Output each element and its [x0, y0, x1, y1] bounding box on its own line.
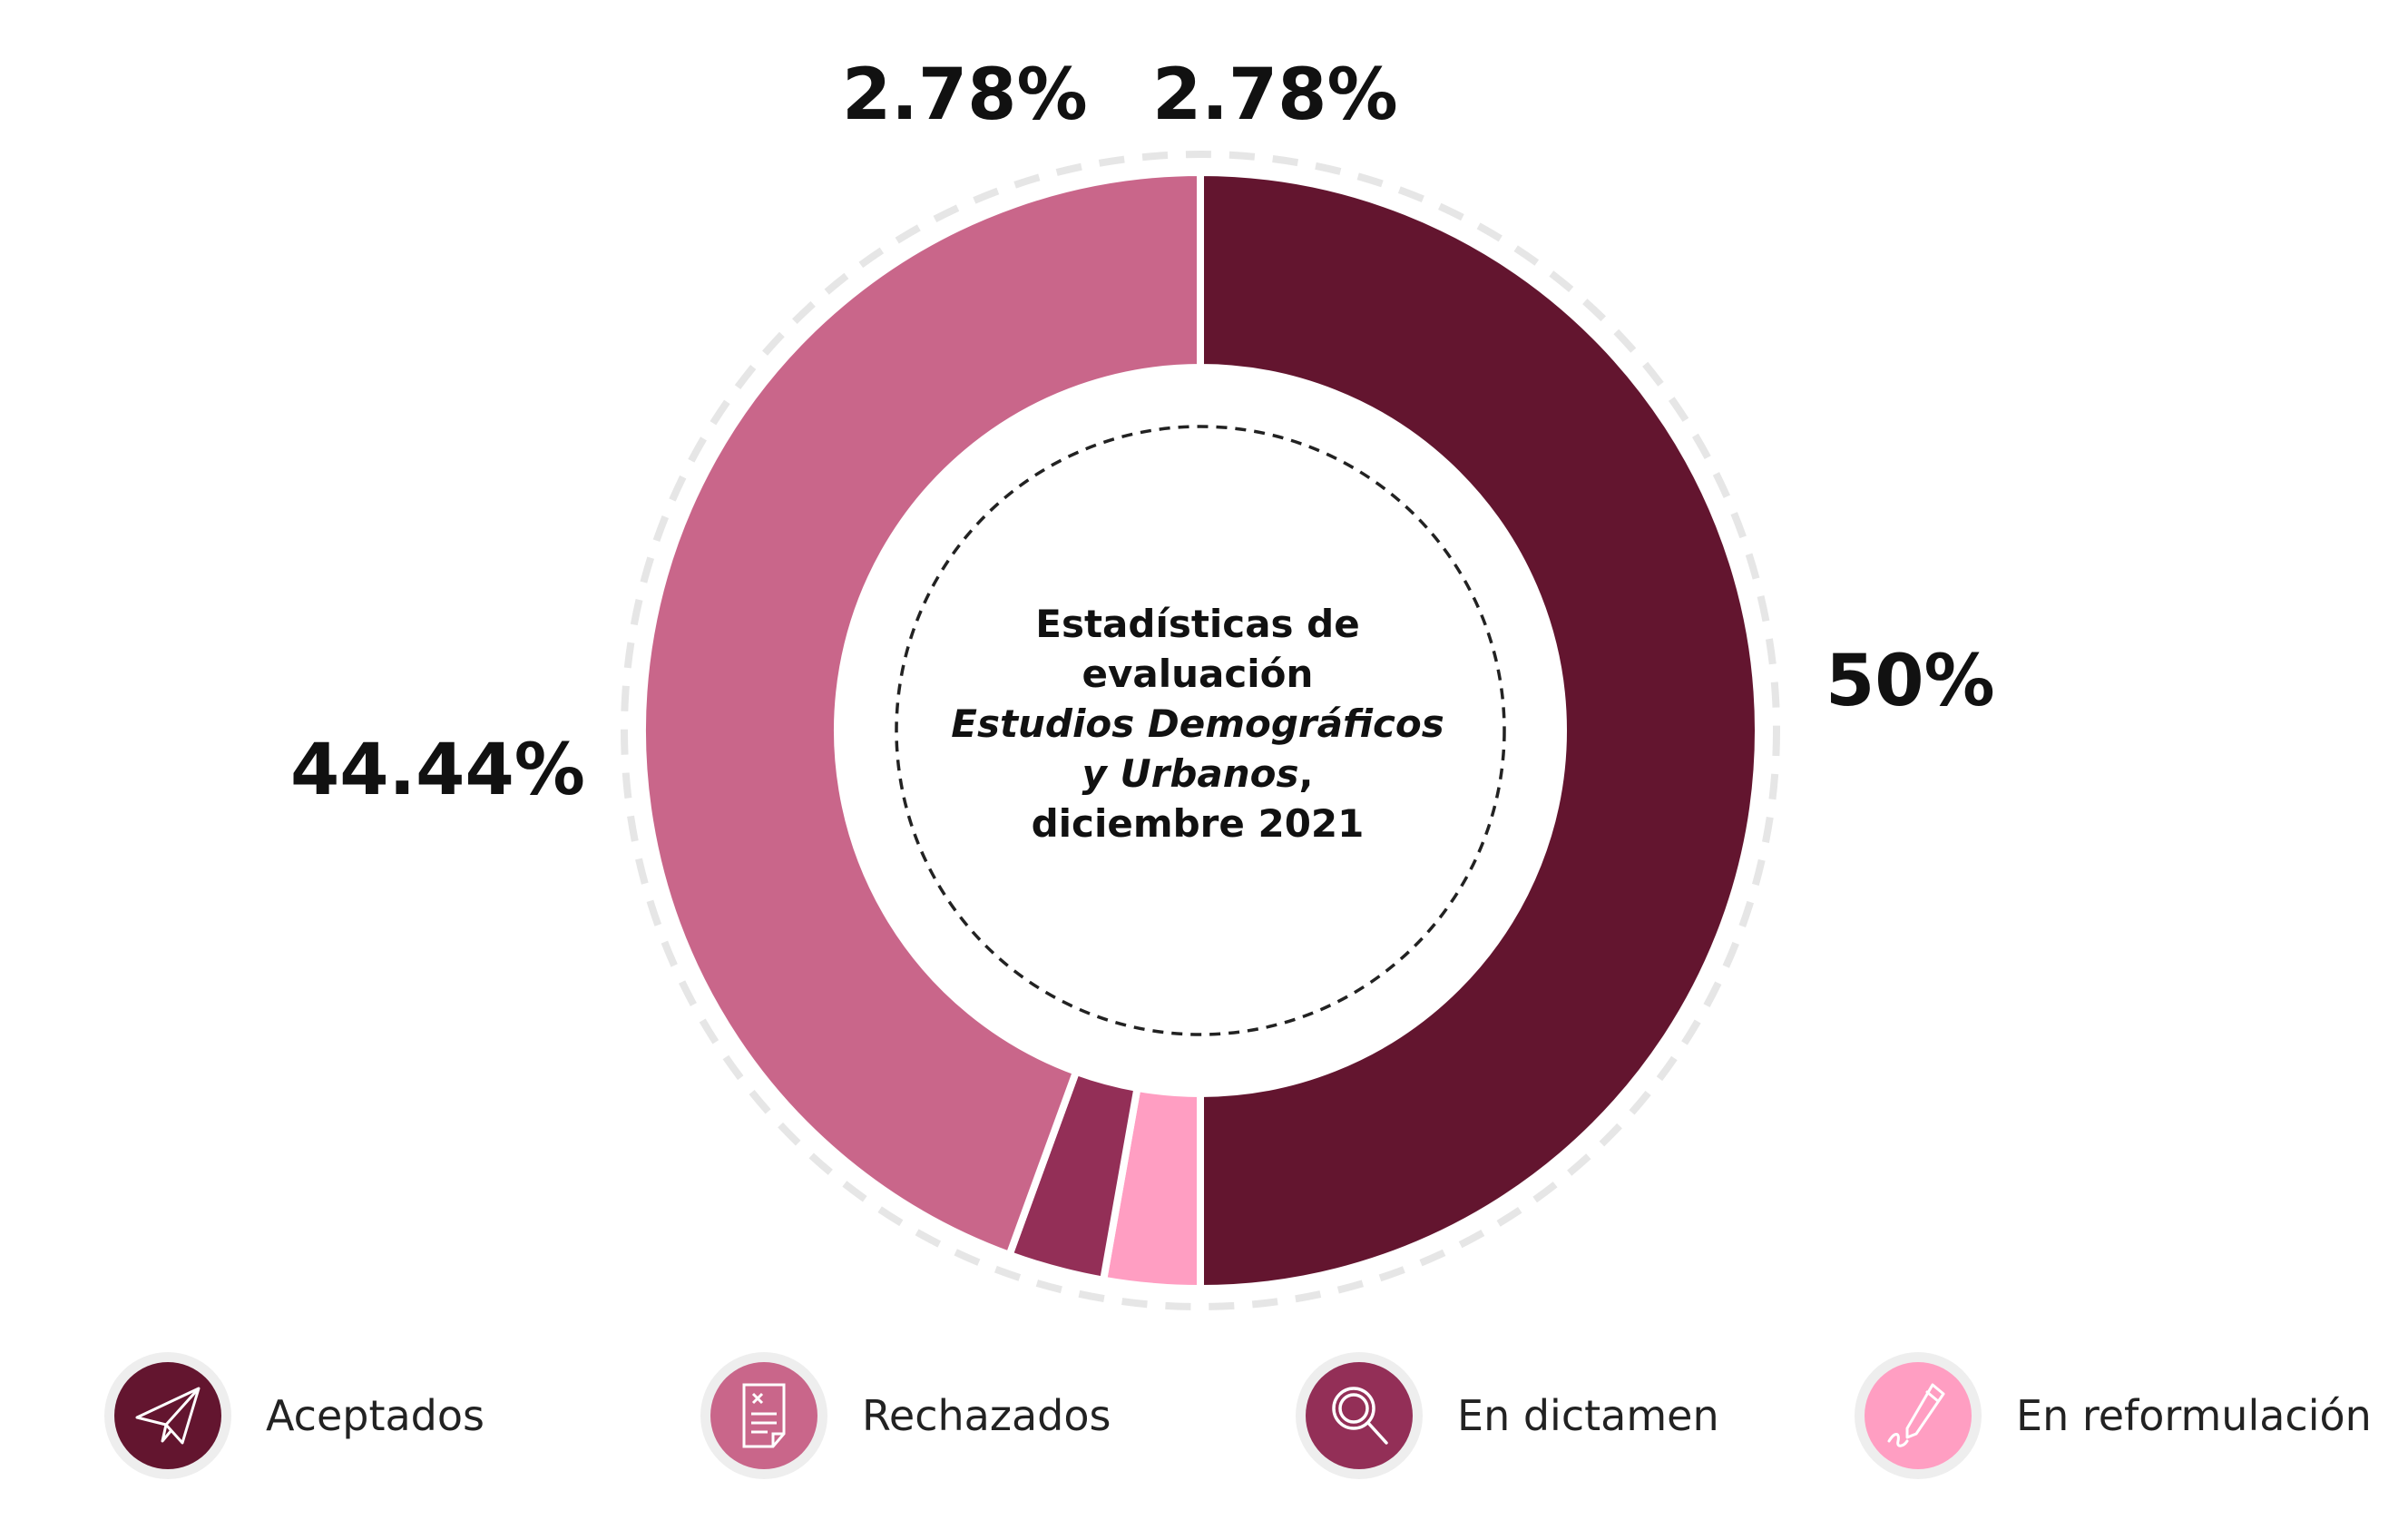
legend-label-aceptados: Aceptados [266, 1391, 485, 1440]
data-label-en-dictamen: 2.78% [842, 54, 1088, 136]
legend-icon-ring [1855, 1352, 1982, 1479]
data-label-rechazados: 44.44% [290, 730, 585, 811]
inner-dashed-ring [895, 425, 1506, 1036]
legend-item-aceptados: Aceptados [104, 1348, 485, 1484]
legend-label-en-reformulacion: En reformulación [2016, 1391, 2372, 1440]
center-title-line4-rest: , [1298, 751, 1314, 796]
center-title-line4-em: y Urbanos [1082, 751, 1299, 796]
legend-icon-ring [104, 1352, 231, 1479]
pen-sign-icon [1865, 1362, 1972, 1469]
data-label-en-reformulacion: 2.78% [1152, 54, 1398, 136]
legend-item-en-dictamen: En dictamen [1296, 1348, 1719, 1484]
chart-center-title: Estadísticas de evaluación Estudios Demo… [907, 599, 1488, 848]
slice-aceptados [1197, 168, 1762, 1293]
center-title-line1: Estadísticas de [1035, 602, 1360, 646]
paper-plane-icon [114, 1362, 221, 1469]
center-title-line4: y Urbanos, [907, 749, 1488, 799]
outer-dashed-ring [621, 151, 1780, 1310]
slice-rechazados [639, 168, 1204, 1260]
data-label-aceptados: 50% [1826, 641, 1995, 722]
center-title-line5: diciembre 2021 [1031, 801, 1365, 846]
legend-label-en-dictamen: En dictamen [1457, 1391, 1719, 1440]
legend-label-rechazados: Rechazados [862, 1391, 1111, 1440]
center-title-line3: Estudios Demográficos [951, 701, 1444, 746]
legend-item-rechazados: Rechazados [700, 1348, 1111, 1484]
legend-icon-ring [700, 1352, 827, 1479]
legend-icon-ring [1296, 1352, 1423, 1479]
center-title-line2: evaluación [1082, 652, 1314, 696]
magnifier-icon [1306, 1362, 1413, 1469]
legend-item-en-reformulacion: En reformulación [1855, 1348, 2372, 1484]
document-reject-icon [710, 1362, 817, 1469]
